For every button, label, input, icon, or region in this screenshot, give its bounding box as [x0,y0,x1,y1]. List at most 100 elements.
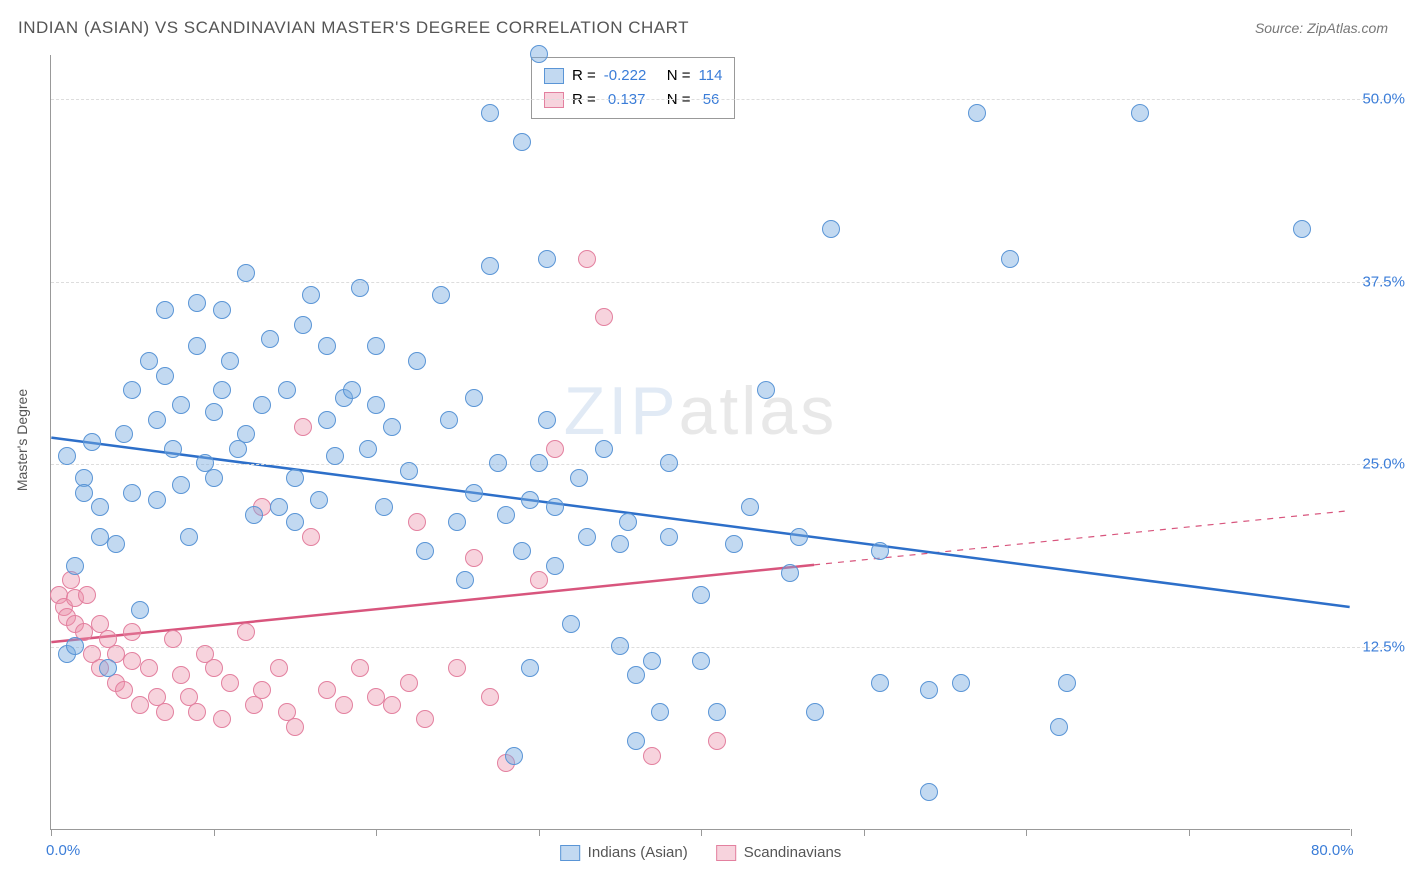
scatter-point-indian [310,491,328,509]
scatter-point-indian [489,454,507,472]
series-label-scandinavians: Scandinavians [744,844,842,861]
scatter-point-indian [546,557,564,575]
swatch-indians [544,68,564,84]
scatter-point-scandinavian [595,308,613,326]
x-tick [1189,829,1190,836]
scatter-point-scandinavian [335,696,353,714]
chart-title: INDIAN (ASIAN) VS SCANDINAVIAN MASTER'S … [18,18,689,38]
scatter-point-indian [1058,674,1076,692]
y-tick-label: 12.5% [1362,639,1405,656]
scatter-point-indian [148,411,166,429]
y-tick-label: 50.0% [1362,90,1405,107]
scatter-point-indian [318,411,336,429]
x-tick [214,829,215,836]
legend-N-label: N = [667,88,691,112]
scatter-point-indian [521,491,539,509]
scatter-point-indian [205,403,223,421]
scatter-point-indian [156,367,174,385]
scatter-point-indian [131,601,149,619]
scatter-point-scandinavian [221,674,239,692]
scatter-point-indian [627,666,645,684]
scatter-point-scandinavian [643,747,661,765]
scatter-point-indian [286,469,304,487]
legend-N-value-indians: 114 [699,64,723,88]
scatter-point-indian [456,571,474,589]
scatter-point-indian [530,454,548,472]
scatter-point-scandinavian [131,696,149,714]
scatter-point-indian [123,381,141,399]
scatter-point-indian [205,469,223,487]
scatter-point-indian [359,440,377,458]
x-tick-label: 0.0% [46,842,80,859]
scatter-point-indian [278,381,296,399]
x-tick-label: 80.0% [1311,842,1354,859]
scatter-point-indian [180,528,198,546]
scatter-point-indian [448,513,466,531]
scatter-point-scandinavian [578,250,596,268]
scatter-point-indian [326,447,344,465]
scatter-point-indian [343,381,361,399]
scatter-point-indian [660,454,678,472]
correlation-legend: R = -0.222 N = 114 R = 0.137 N = 56 [531,57,735,119]
scatter-point-indian [400,462,418,480]
scatter-point-scandinavian [408,513,426,531]
scatter-point-indian [497,506,515,524]
x-tick [1026,829,1027,836]
scatter-point-indian [148,491,166,509]
scatter-point-indian [66,637,84,655]
legend-R-value-scandinavians: 0.137 [604,88,659,112]
plot-area: ZIPatlas R = -0.222 N = 114 R = 0.137 N … [50,55,1350,830]
scatter-point-indian [432,286,450,304]
scatter-point-scandinavian [546,440,564,458]
scatter-point-scandinavian [164,630,182,648]
series-legend-scandinavians: Scandinavians [716,844,842,861]
gridline [51,282,1390,283]
scatter-point-indian [757,381,775,399]
scatter-point-indian [513,542,531,560]
scatter-point-indian [968,104,986,122]
scatter-point-indian [521,659,539,677]
scatter-point-indian [294,316,312,334]
legend-N-value-scandinavians: 56 [699,88,720,112]
scatter-point-indian [164,440,182,458]
legend-R-label: R = [572,64,596,88]
scatter-point-indian [1131,104,1149,122]
scatter-point-indian [570,469,588,487]
scatter-point-scandinavian [205,659,223,677]
scatter-point-indian [383,418,401,436]
scatter-point-indian [440,411,458,429]
legend-N-label: N = [667,64,691,88]
scatter-point-indian [367,396,385,414]
scatter-point-indian [302,286,320,304]
scatter-point-scandinavian [172,666,190,684]
scatter-point-indian [513,133,531,151]
legend-row-indians: R = -0.222 N = 114 [544,64,722,88]
x-tick [51,829,52,836]
scatter-point-scandinavian [416,710,434,728]
x-tick [1351,829,1352,836]
legend-row-scandinavians: R = 0.137 N = 56 [544,88,722,112]
scatter-point-indian [627,732,645,750]
scatter-point-indian [123,484,141,502]
chart-source: Source: ZipAtlas.com [1255,20,1388,36]
gridline [51,647,1390,648]
scatter-point-scandinavian [448,659,466,677]
scatter-point-indian [871,542,889,560]
scatter-point-indian [822,220,840,238]
scatter-point-scandinavian [213,710,231,728]
scatter-point-indian [416,542,434,560]
series-legend-indians: Indians (Asian) [560,844,688,861]
scatter-point-indian [660,528,678,546]
scatter-point-indian [481,104,499,122]
scatter-point-indian [261,330,279,348]
scatter-point-indian [741,498,759,516]
scatter-point-scandinavian [302,528,320,546]
scatter-point-indian [465,484,483,502]
scatter-point-indian [367,337,385,355]
scatter-point-indian [66,557,84,575]
scatter-point-indian [83,433,101,451]
scatter-point-indian [1001,250,1019,268]
scatter-point-scandinavian [294,418,312,436]
scatter-point-indian [920,681,938,699]
scatter-point-indian [611,535,629,553]
